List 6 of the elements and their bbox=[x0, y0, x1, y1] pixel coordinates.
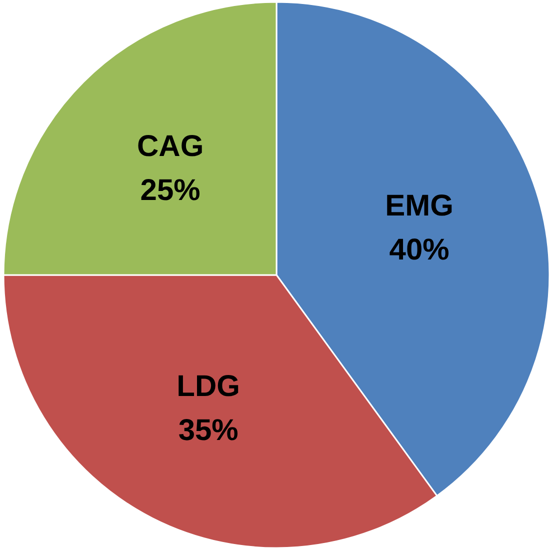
slice-label: CAG bbox=[136, 130, 204, 163]
data-label: 35% bbox=[178, 414, 238, 447]
slice-label: LDG bbox=[176, 370, 240, 403]
slice-label: EMG bbox=[385, 190, 454, 223]
data-label: 40% bbox=[389, 234, 450, 267]
data-label: 25% bbox=[140, 174, 200, 207]
